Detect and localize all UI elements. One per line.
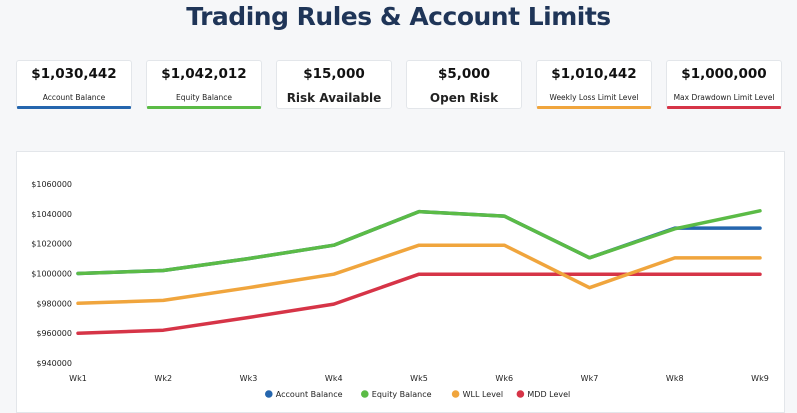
open-risk-card: $5,000 Open Risk — [406, 60, 522, 109]
max-drawdown-limit-card: $1,000,000 Max Drawdown Limit Level — [666, 60, 782, 109]
max-drawdown-limit-value: $1,000,000 — [681, 66, 767, 82]
equity-balance-label: Equity Balance — [175, 93, 232, 102]
weekly-loss-limit-value: $1,010,442 — [551, 66, 637, 82]
risk-available-value: $15,000 — [303, 66, 365, 82]
equity-balance-value: $1,042,012 — [161, 66, 247, 82]
y-tick-label: $940000 — [36, 359, 72, 368]
legend-marker — [516, 390, 525, 398]
max-drawdown-limit-accent-bar — [667, 106, 781, 109]
x-tick-label: Wk7 — [581, 374, 599, 383]
series-line-equity-balance — [76, 209, 762, 276]
x-tick-label: Wk8 — [666, 374, 684, 383]
open-risk-value: $5,000 — [437, 66, 491, 82]
weekly-loss-limit-label: Weekly Loss Limit Level — [549, 93, 639, 102]
y-tick-label: $960000 — [36, 329, 72, 338]
series-line-mdd-level — [76, 272, 762, 335]
legend-label: MDD Level — [527, 390, 570, 399]
x-tick-label: Wk9 — [751, 374, 769, 383]
risk-available-label: Risk Available — [286, 91, 382, 105]
legend-label: WLL Level — [463, 390, 503, 399]
x-tick-label: Wk2 — [154, 374, 172, 383]
account-balance-label: Account Balance — [42, 93, 106, 102]
account-balance-card: $1,030,442 Account Balance — [16, 60, 132, 109]
legend-label: Account Balance — [276, 390, 343, 399]
open-risk-label: Open Risk — [429, 91, 499, 105]
series-line-wll-level — [76, 243, 762, 306]
legend-marker — [361, 390, 369, 398]
y-tick-label: $980000 — [36, 299, 72, 308]
legend-label: Equity Balance — [372, 390, 432, 399]
weekly-loss-limit-card: $1,010,442 Weekly Loss Limit Level — [536, 60, 652, 109]
equity-balance-accent-bar — [147, 106, 261, 109]
x-tick-label: Wk5 — [410, 374, 428, 383]
account-balance-accent-bar — [17, 106, 131, 109]
x-tick-label: Wk4 — [325, 374, 343, 383]
y-tick-label: $1000000 — [31, 270, 72, 279]
weekly-loss-limit-accent-bar — [537, 106, 651, 109]
max-drawdown-limit-label: Max Drawdown Limit Level — [673, 93, 775, 102]
x-tick-label: Wk3 — [240, 374, 258, 383]
x-tick-label: Wk1 — [69, 374, 87, 383]
legend-marker — [265, 390, 273, 398]
legend-marker — [451, 390, 460, 398]
risk-available-card: $15,000 Risk Available — [276, 60, 392, 109]
equity-balance-card: $1,042,012 Equity Balance — [146, 60, 262, 109]
y-tick-label: $1060000 — [31, 180, 72, 189]
y-tick-label: $1020000 — [31, 240, 72, 249]
page-title: Trading Rules & Account Limits — [186, 2, 611, 31]
x-tick-label: Wk6 — [495, 374, 513, 383]
y-tick-label: $1040000 — [31, 210, 72, 219]
account-balance-value: $1,030,442 — [31, 66, 117, 82]
